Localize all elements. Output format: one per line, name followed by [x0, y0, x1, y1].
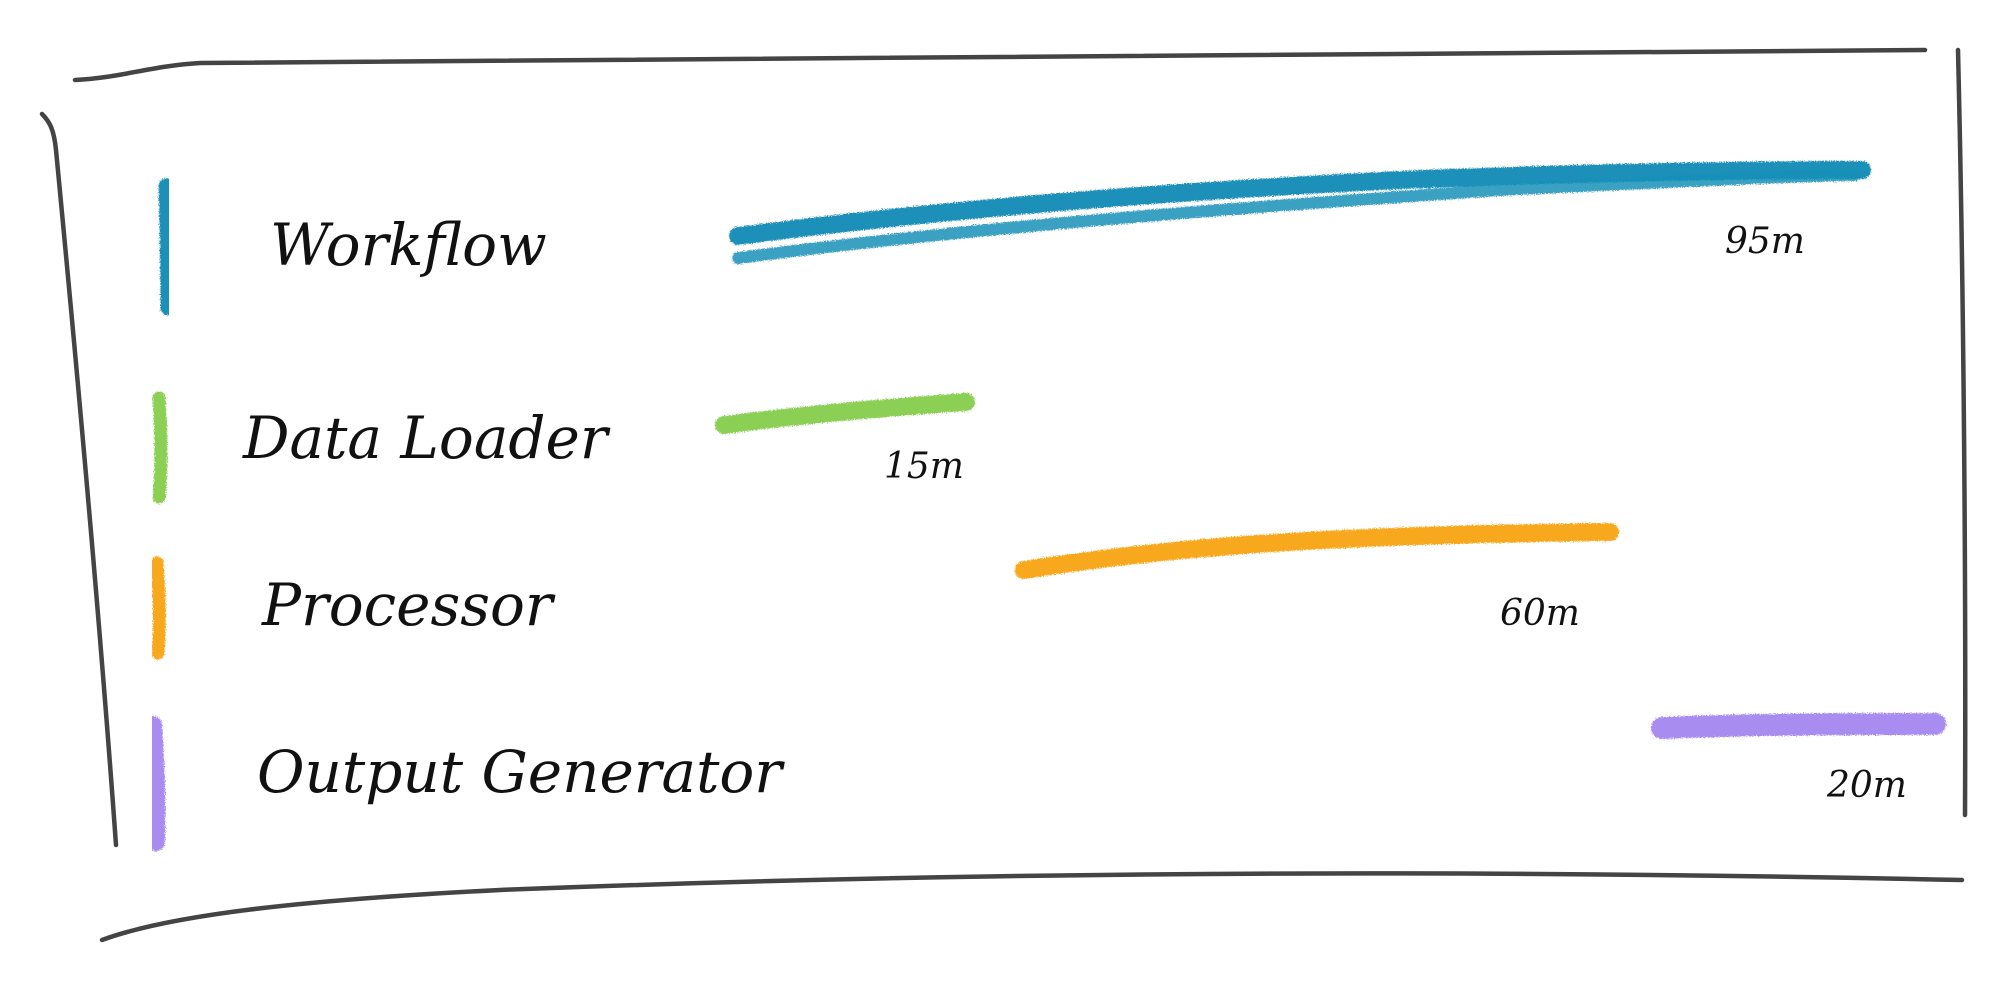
lane-label-processor: Processor	[261, 571, 556, 639]
marker-processor	[150, 556, 166, 660]
lane-labels: Workflow Data Loader Processor Output Ge…	[242, 211, 785, 806]
duration-label-workflow: 95m	[1725, 221, 1805, 262]
marker-workflow	[158, 178, 176, 316]
frame-bottom-edge	[99, 871, 1965, 943]
bar-data-loader	[715, 393, 975, 434]
frame-top-edge	[72, 47, 1928, 83]
lane-label-data-loader: Data Loader	[242, 404, 611, 472]
duration-label-processor: 60m	[1500, 593, 1580, 634]
duration-labels: 95m 15m 60m 20m	[884, 221, 1907, 806]
frame-right-edge	[1955, 47, 1968, 818]
bar-output-generator	[1651, 713, 1946, 739]
duration-label-data-loader: 15m	[884, 446, 964, 487]
marker-output-generator	[144, 716, 166, 851]
lane-label-workflow: Workflow	[270, 211, 547, 279]
bar-workflow	[729, 161, 1871, 245]
lane-label-output-generator: Output Generator	[257, 738, 785, 806]
frame-left-edge	[39, 111, 119, 848]
marker-data-loader	[152, 391, 168, 504]
duration-label-output-generator: 20m	[1826, 765, 1907, 806]
bar-workflow-streak	[732, 169, 1861, 264]
lane-markers	[144, 178, 176, 851]
duration-bars	[715, 161, 1946, 739]
bar-processor	[1015, 523, 1619, 579]
